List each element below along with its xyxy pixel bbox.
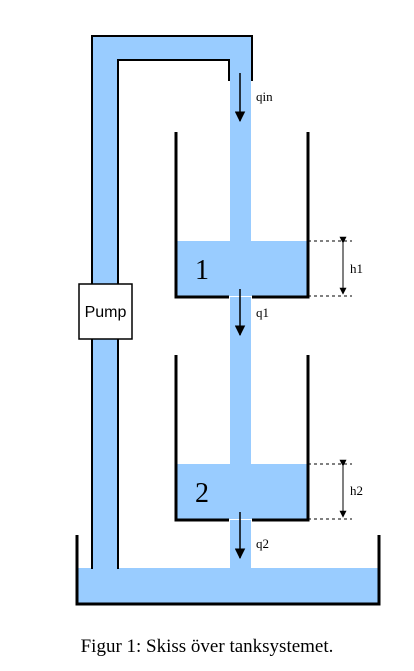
q1-label: q1: [256, 305, 269, 320]
reservoir-walls: [75, 535, 381, 606]
tank-2-water: [177, 464, 307, 519]
h2-label: h2: [350, 483, 363, 498]
tank-1-water: [177, 241, 307, 296]
q2-label: q2: [256, 536, 269, 551]
return-pipe: [91, 35, 253, 569]
reservoir-water: [78, 568, 378, 603]
figure-caption: Figur 1: Skiss över tanksystemet.: [80, 636, 334, 657]
h1-label: h1: [350, 261, 363, 276]
pump-label: Pump: [85, 304, 127, 321]
stream-1-to-2: [230, 297, 251, 465]
tank-1-label: 1: [195, 255, 209, 286]
pump-box: [78, 283, 133, 340]
q-in-label: qin: [256, 89, 273, 104]
tank-2-label: 2: [195, 478, 209, 509]
tank-1-walls: [174, 132, 229, 299]
tank-2-walls: [174, 355, 229, 522]
